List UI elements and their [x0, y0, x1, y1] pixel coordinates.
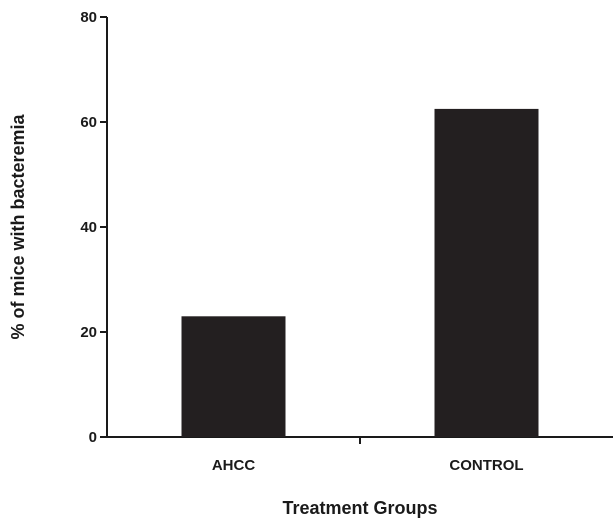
x-ticks: AHCC CONTROL — [212, 437, 524, 474]
y-tick-label: 60 — [80, 114, 97, 131]
x-category-label: CONTROL — [449, 457, 523, 474]
x-category-label: AHCC — [212, 457, 255, 474]
y-tick-label: 20 — [80, 324, 97, 341]
y-tick-label: 0 — [89, 429, 97, 446]
y-tick-label: 40 — [80, 219, 97, 236]
y-axis-title: % of mice with bacteremia — [8, 113, 28, 339]
bars — [181, 108, 539, 438]
bar-ahcc — [181, 316, 286, 438]
y-ticks: 0 20 40 60 80 — [80, 9, 107, 446]
x-axis-title: Treatment Groups — [282, 498, 437, 518]
y-tick-label: 80 — [80, 9, 97, 26]
bar-control — [434, 108, 539, 438]
